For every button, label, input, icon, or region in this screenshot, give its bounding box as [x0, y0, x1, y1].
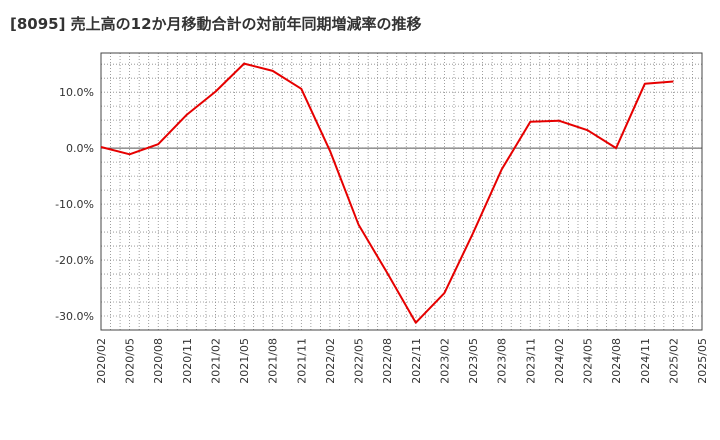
plot-area-frame [100, 52, 703, 331]
x-tick-label: 2020/11 [181, 338, 194, 384]
x-tick-label: 2022/05 [353, 338, 366, 384]
x-tick-label: 2023/02 [438, 338, 451, 384]
x-tick-label: 2023/11 [524, 338, 537, 384]
x-tick-label: 2021/05 [238, 338, 251, 384]
y-tick-label: 0.0% [66, 142, 94, 155]
x-tick-label: 2021/02 [209, 338, 222, 384]
chart-title: [8095] 売上高の12か月移動合計の対前年同期増減率の推移 [10, 15, 422, 33]
y-tick-label: -30.0% [55, 310, 94, 323]
x-tick-label: 2023/05 [467, 338, 480, 384]
x-axis-ticks: 2020/02 2020/05 2020/08 2020/11 2021/02 2021/… [95, 338, 709, 384]
x-tick-label: 2024/05 [582, 338, 595, 384]
x-tick-label: 2020/05 [124, 338, 137, 384]
y-axis-ticks: 10.0% 0.0% -10.0% -20.0% -30.0% [55, 86, 94, 323]
series-line [100, 62, 674, 324]
x-tick-label: 2022/02 [324, 338, 337, 384]
x-tick-label: 2023/08 [496, 338, 509, 384]
x-tick-label: 2025/02 [667, 338, 680, 384]
series-layer [100, 62, 674, 324]
y-tick-label: -10.0% [55, 198, 94, 211]
x-tick-label: 2021/11 [295, 338, 308, 384]
x-tick-label: 2024/02 [553, 338, 566, 384]
grid-lines [101, 53, 702, 330]
x-tick-label: 2021/08 [267, 338, 280, 384]
x-tick-label: 2020/08 [152, 338, 165, 384]
y-tick-label: 10.0% [59, 86, 94, 99]
x-tick-label: 2020/02 [95, 338, 108, 384]
y-tick-label: -20.0% [55, 254, 94, 267]
x-tick-label: 2024/11 [639, 338, 652, 384]
x-tick-label: 2022/11 [410, 338, 423, 384]
x-tick-label: 2025/05 [696, 338, 709, 384]
x-tick-label: 2024/08 [610, 338, 623, 384]
x-tick-label: 2022/08 [381, 338, 394, 384]
